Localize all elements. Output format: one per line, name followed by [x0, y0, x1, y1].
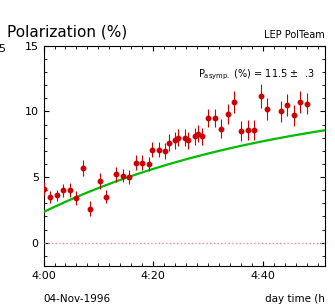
Text: 15: 15	[0, 44, 7, 54]
Text: day time (h: day time (h	[265, 294, 325, 304]
Text: 04-Nov-1996: 04-Nov-1996	[44, 294, 111, 304]
Text: $\mathregular{P_{asymp.}}$ (%) = 11.5 $\pm$  .3: $\mathregular{P_{asymp.}}$ (%) = 11.5 $\…	[198, 68, 315, 82]
Text: Polarization (%): Polarization (%)	[7, 25, 127, 40]
Text: LEP PolTeam: LEP PolTeam	[264, 30, 325, 40]
